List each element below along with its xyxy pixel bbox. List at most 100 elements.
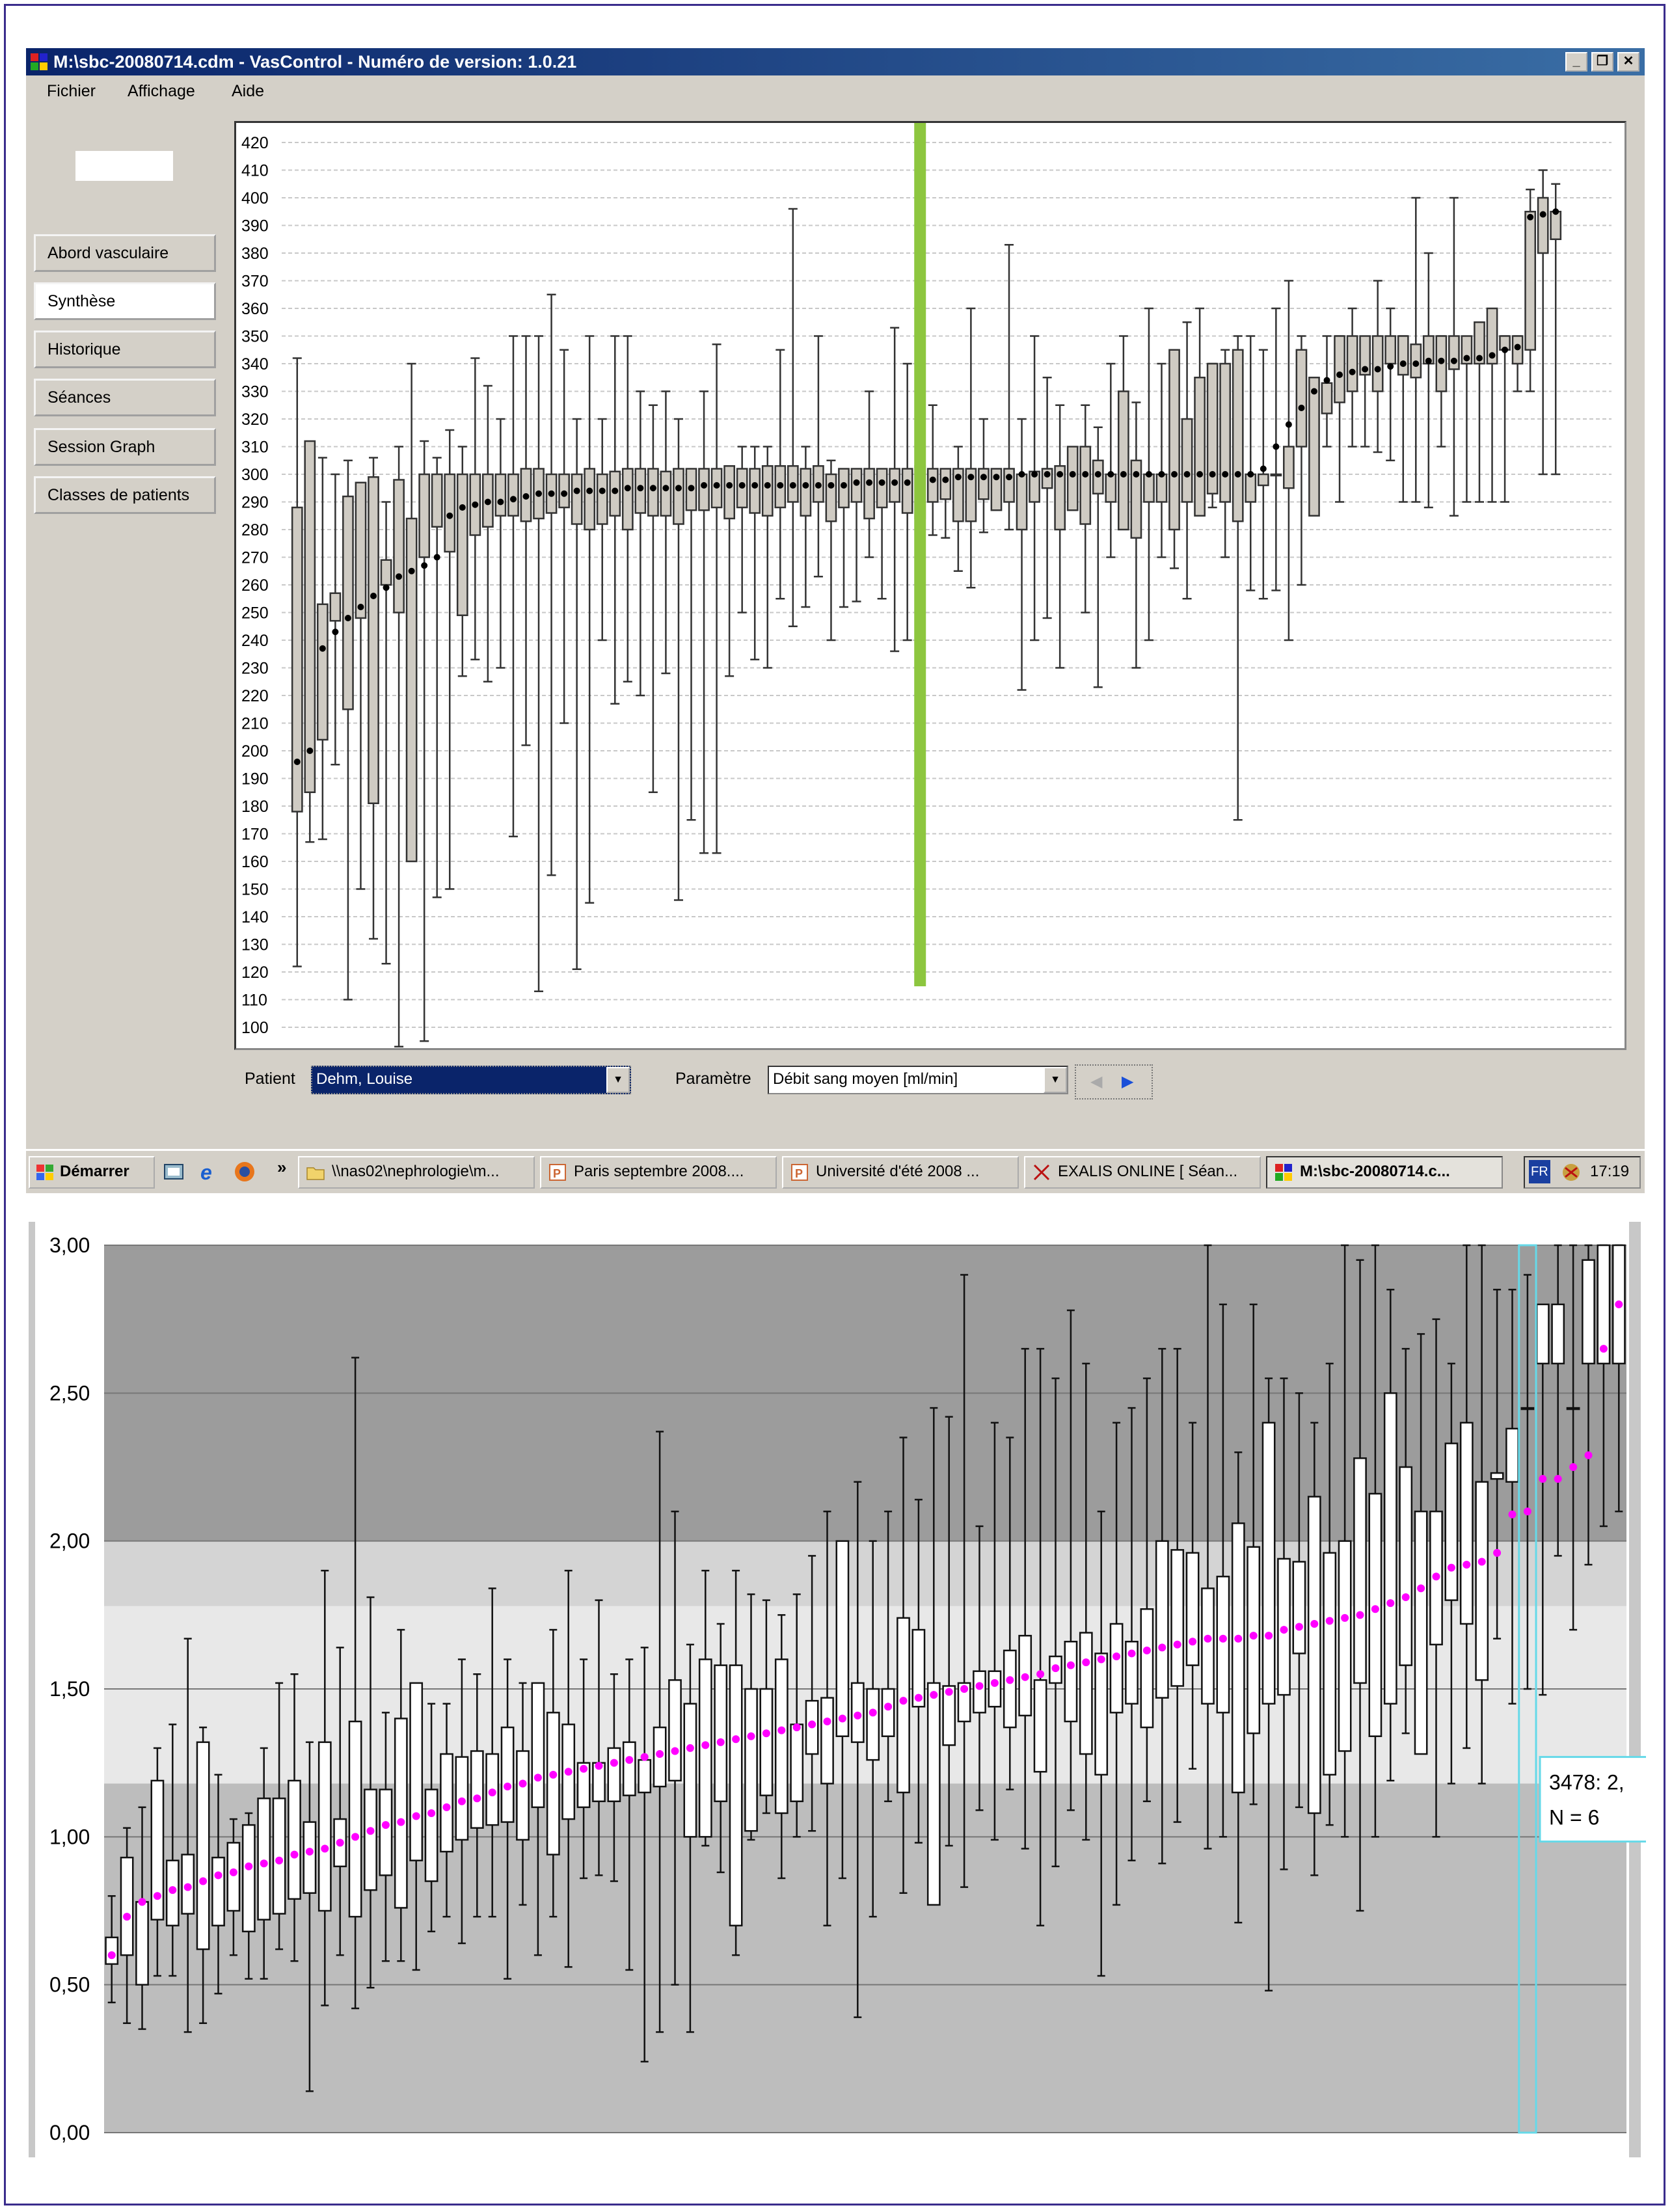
- box: [1307, 1496, 1321, 1814]
- patient-select[interactable]: Dehm, Louise ▼: [311, 1066, 631, 1094]
- tooltip-box: [1539, 1756, 1658, 1843]
- mean-point: [1260, 465, 1267, 472]
- firefox-icon[interactable]: [233, 1160, 256, 1183]
- y-tick-label: 300: [241, 466, 269, 484]
- mean-point: [686, 1744, 694, 1752]
- nav-historique[interactable]: Historique: [34, 330, 216, 368]
- mean-point: [1044, 471, 1051, 478]
- mean-point: [675, 485, 682, 492]
- mean-point: [1051, 1664, 1060, 1673]
- mean-point: [473, 1794, 481, 1803]
- box: [668, 1679, 682, 1782]
- box: [456, 473, 468, 616]
- mean-point: [1569, 1463, 1578, 1471]
- ratio-boxplot-panel[interactable]: 0,00 0,50 1,00 1,50 2,00 2,50 3,00 3478: 2, N = …: [26, 1222, 1658, 2157]
- parametre-value: Débit sang moyen [ml/min]: [773, 1070, 958, 1088]
- mean-point: [573, 487, 580, 494]
- mean-point: [1508, 1510, 1517, 1518]
- mean-point: [1554, 1475, 1562, 1483]
- mean-point: [1018, 471, 1025, 478]
- mean-point: [815, 482, 822, 489]
- box: [1079, 446, 1092, 525]
- language-indicator[interactable]: FR: [1529, 1160, 1550, 1183]
- y-tick-label: 320: [241, 411, 269, 429]
- nav-session-graph[interactable]: Session Graph: [34, 428, 216, 466]
- box: [1066, 446, 1079, 511]
- mean-point: [1362, 366, 1369, 373]
- previous-arrow-icon[interactable]: ◀: [1090, 1073, 1103, 1090]
- mean-point: [840, 482, 847, 489]
- mean-point: [1298, 405, 1305, 411]
- reference-band: [104, 1541, 1626, 1606]
- title-bar[interactable]: M:\sbc-20080714.cdm - VasControl - Numér…: [26, 48, 1645, 75]
- box: [1257, 473, 1269, 487]
- mean-point: [1006, 474, 1013, 481]
- show-desktop-icon[interactable]: [163, 1161, 185, 1183]
- mean-point: [838, 1714, 846, 1723]
- mean-point: [1249, 1632, 1258, 1640]
- y-tick-label: 190: [241, 770, 269, 789]
- next-arrow-icon[interactable]: ▶: [1122, 1073, 1134, 1090]
- close-icon[interactable]: ✕: [1617, 52, 1639, 72]
- start-button[interactable]: Démarrer: [29, 1156, 155, 1189]
- mean-point: [383, 584, 390, 591]
- mean-point: [866, 479, 873, 486]
- mean-point: [1145, 471, 1152, 478]
- y-tick-label: 170: [241, 826, 269, 844]
- mean-point: [533, 1774, 542, 1782]
- box: [393, 479, 405, 614]
- nav-classes-de-patients[interactable]: Classes de patients: [34, 476, 216, 514]
- box: [1247, 1546, 1261, 1734]
- box: [1245, 473, 1257, 503]
- taskbar-item-nas-folder[interactable]: \\nas02\nephrologie\m...: [298, 1156, 535, 1189]
- parametre-label: Paramètre: [675, 1070, 751, 1088]
- mean-point: [1502, 346, 1509, 353]
- nav-synthese[interactable]: Synthèse: [34, 282, 216, 320]
- mean-point: [688, 485, 695, 492]
- box: [291, 506, 303, 813]
- mean-point: [519, 1779, 527, 1788]
- box: [1397, 335, 1409, 376]
- box: [1201, 1587, 1215, 1705]
- box: [952, 468, 964, 522]
- box: [1270, 473, 1282, 477]
- mean-point: [823, 1718, 831, 1726]
- mean-point: [1599, 1345, 1608, 1353]
- chevron-down-icon[interactable]: ▼: [1044, 1067, 1067, 1093]
- box: [1125, 1641, 1139, 1705]
- box: [759, 1688, 774, 1796]
- mean-point: [457, 1797, 466, 1805]
- nav-abord-vasculaire[interactable]: Abord vasculaire: [34, 234, 216, 272]
- y-tick-label: 250: [241, 604, 269, 623]
- taskbar-item-exalis[interactable]: EXALIS ONLINE [ Séan...: [1024, 1156, 1261, 1189]
- menu-aide[interactable]: Aide: [232, 82, 265, 100]
- menu-fichier[interactable]: Fichier: [47, 82, 96, 100]
- taskbar-item-vascontrol[interactable]: M:\sbc-20080714.c...: [1266, 1156, 1503, 1189]
- mean-point: [408, 567, 415, 574]
- box: [926, 1682, 941, 1906]
- mean-point: [214, 1871, 222, 1880]
- menu-affichage[interactable]: Affichage: [128, 82, 195, 100]
- chevron-down-icon[interactable]: ▼: [606, 1067, 630, 1093]
- clock: 17:19: [1590, 1163, 1630, 1180]
- minimize-icon[interactable]: _: [1565, 52, 1587, 72]
- mean-point: [751, 482, 759, 489]
- mean-point: [305, 1848, 314, 1856]
- taskbar-item-paris[interactable]: P Paris septembre 2008....: [540, 1156, 777, 1189]
- tray-app-icon[interactable]: [1560, 1161, 1582, 1183]
- restore-icon[interactable]: ❐: [1591, 52, 1613, 72]
- box: [790, 1723, 804, 1803]
- internet-explorer-icon[interactable]: e: [198, 1160, 221, 1183]
- blood-flow-boxplot[interactable]: 100 110 120 130 140 150 160 170 180 190 200 210 220 2…: [234, 121, 1626, 1050]
- box: [1170, 1549, 1185, 1687]
- mean-point: [1463, 355, 1470, 362]
- parametre-select[interactable]: Débit sang moyen [ml/min] ▼: [768, 1066, 1068, 1094]
- nav-seances[interactable]: Séances: [34, 379, 216, 416]
- box: [288, 1779, 301, 1900]
- mean-point: [802, 482, 809, 489]
- box: [150, 1779, 165, 1921]
- taskbar-item-universite[interactable]: P Université d'été 2008 ...: [782, 1156, 1019, 1189]
- box: [409, 1682, 424, 1861]
- box: [749, 468, 761, 514]
- quick-launch-more[interactable]: »: [277, 1157, 287, 1177]
